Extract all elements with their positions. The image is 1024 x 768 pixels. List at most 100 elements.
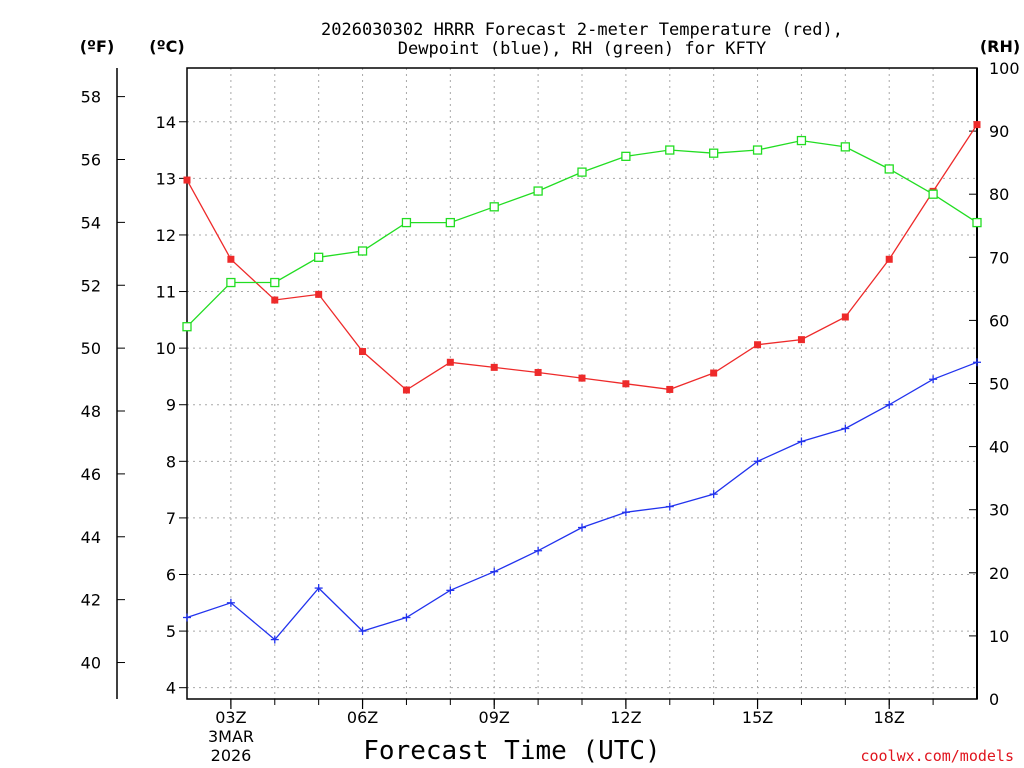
celsius-tick-label: 9 — [166, 396, 176, 415]
rh-tick-label: 70 — [989, 248, 1009, 267]
rh-point — [840, 142, 850, 152]
fahrenheit-tick-label: 54 — [81, 213, 101, 232]
x-tick-label: 18Z — [874, 708, 905, 727]
x-tick-label: 12Z — [610, 708, 641, 727]
celsius-tick-label: 8 — [166, 452, 176, 471]
fahrenheit-tick-label: 50 — [81, 339, 101, 358]
dewpoint-point — [314, 584, 323, 593]
date-label-day: 3MAR — [208, 727, 254, 746]
celsius-tick-label: 6 — [166, 565, 176, 584]
fahrenheit-tick-label: 56 — [81, 150, 101, 169]
x-tick-label: 06Z — [347, 708, 378, 727]
celsius-tick-label: 14 — [156, 113, 176, 132]
fahrenheit-tick-label: 40 — [81, 654, 101, 673]
temperature-point — [710, 369, 718, 377]
dewpoint-point — [709, 490, 718, 499]
temperature-point — [754, 341, 762, 349]
rh-point — [577, 167, 587, 177]
dewpoint-point — [402, 613, 411, 622]
x-tick-label: 03Z — [215, 708, 246, 727]
dewpoint-point — [534, 546, 543, 555]
temperature-point — [227, 255, 235, 263]
temperature-point — [402, 386, 410, 394]
celsius-tick-label: 11 — [156, 283, 176, 302]
rh-tick-label: 20 — [989, 564, 1009, 583]
temperature-point — [666, 385, 674, 393]
rh-point — [884, 164, 894, 174]
celsius-tick-label: 5 — [166, 622, 176, 641]
dewpoint-point — [797, 437, 806, 446]
temperature-point — [446, 358, 454, 366]
rh-tick-label: 50 — [989, 375, 1009, 394]
dewpoint-point — [358, 627, 367, 636]
rh-point — [533, 186, 543, 196]
dewpoint-point — [490, 567, 499, 576]
rh-unit-label: (RH) — [980, 37, 1020, 56]
fahrenheit-tick-label: 42 — [81, 591, 101, 610]
date-label-year: 2026 — [211, 746, 252, 765]
celsius-tick-label: 12 — [156, 226, 176, 245]
dewpoint-point — [885, 400, 894, 409]
temperature-point — [359, 348, 367, 356]
temperature-point — [797, 336, 805, 344]
dewpoint-point — [753, 457, 762, 466]
temperature-point — [622, 380, 630, 388]
rh-point — [226, 277, 236, 288]
rh-tick-label: 0 — [989, 690, 999, 709]
temperature-point — [183, 176, 191, 184]
temperature-point — [973, 121, 981, 129]
dewpoint-point — [183, 613, 191, 622]
dewpoint-point — [929, 375, 938, 384]
fahrenheit-tick-label: 48 — [81, 402, 101, 421]
rh-point — [182, 322, 192, 332]
rh-tick-label: 30 — [989, 501, 1009, 520]
rh-tick-label: 90 — [989, 122, 1009, 141]
rh-point — [357, 246, 368, 256]
fahrenheit-tick-label: 44 — [81, 528, 101, 547]
dewpoint-point — [226, 598, 235, 607]
dewpoint-point — [665, 502, 674, 511]
chart-title-line1: 2026030302 HRRR Forecast 2-meter Tempera… — [321, 20, 843, 40]
rh-point — [665, 145, 675, 155]
rh-point — [401, 217, 412, 228]
dewpoint-point — [841, 424, 850, 433]
x-tick-label: 09Z — [479, 708, 510, 727]
temperature-point — [885, 255, 893, 263]
temperature-point — [534, 368, 542, 376]
temperature-point — [841, 313, 849, 321]
dewpoint-point — [578, 523, 586, 532]
temperature-point — [578, 374, 586, 382]
rh-point — [796, 135, 807, 146]
dewpoint-point — [446, 586, 455, 595]
rh-point — [972, 217, 982, 228]
fahrenheit-tick-label: 52 — [81, 276, 101, 295]
fahrenheit-unit-label: (ºF) — [80, 37, 115, 56]
celsius-tick-label: 10 — [156, 339, 176, 358]
fahrenheit-tick-label: 58 — [81, 88, 101, 107]
rh-point — [445, 217, 455, 228]
celsius-unit-label: (ºC) — [149, 37, 184, 56]
data-series — [182, 121, 982, 644]
rh-point — [621, 151, 631, 161]
rh-point — [489, 202, 499, 212]
rh-point — [314, 252, 324, 262]
axis-ticks: 4567891011121314404244464850525456580102… — [81, 59, 1020, 727]
rh-tick-label: 100 — [989, 59, 1020, 78]
temperature-point — [490, 363, 498, 371]
x-tick-label: 15Z — [742, 708, 773, 727]
celsius-tick-label: 13 — [156, 169, 176, 188]
fahrenheit-tick-label: 46 — [81, 465, 101, 484]
rh-tick-label: 80 — [989, 185, 1009, 204]
celsius-tick-label: 4 — [166, 679, 176, 698]
rh-tick-label: 40 — [989, 438, 1009, 457]
rh-point — [928, 189, 938, 199]
dewpoint-point — [270, 635, 279, 644]
temperature-point — [315, 290, 323, 298]
rh-point — [270, 277, 280, 288]
dewpoint-point — [621, 508, 630, 517]
rh-tick-label: 60 — [989, 311, 1009, 330]
rh-tick-label: 10 — [989, 627, 1009, 646]
chart-title-line2: Dewpoint (blue), RH (green) for KFTY — [398, 39, 766, 59]
rh-point — [709, 148, 719, 158]
